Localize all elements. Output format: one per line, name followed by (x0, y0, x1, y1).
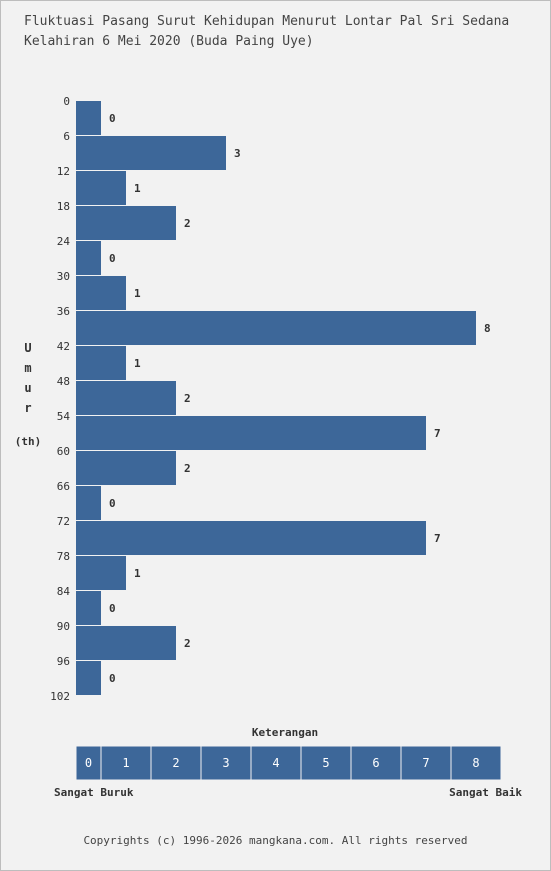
legend-cell-label-3: 3 (222, 756, 229, 770)
bar-value-label-1: 3 (234, 147, 241, 160)
legend-cell-label-8: 8 (472, 756, 479, 770)
bar-16 (76, 661, 101, 695)
legend-title: Keterangan (252, 726, 318, 739)
y-tick-label-1: 6 (63, 130, 70, 143)
y-tick-label-0: 0 (63, 95, 70, 108)
y-tick-label-7: 42 (57, 340, 70, 353)
bar-value-label-2: 1 (134, 182, 141, 195)
y-tick-label-13: 78 (57, 550, 70, 563)
legend-cell-3 (200, 745, 252, 781)
bar-4 (76, 241, 101, 275)
bar-value-label-12: 7 (434, 532, 441, 545)
legend-cell-label-2: 2 (172, 756, 179, 770)
bar-value-label-6: 8 (484, 322, 491, 335)
bar-value-label-14: 0 (109, 602, 116, 615)
bar-1 (76, 136, 226, 170)
y-tick-label-11: 66 (57, 480, 70, 493)
bar-value-label-3: 2 (184, 217, 191, 230)
bar-13 (76, 556, 126, 590)
bar-value-label-8: 2 (184, 392, 191, 405)
bar-value-label-15: 2 (184, 637, 191, 650)
legend-cell-8 (450, 745, 502, 781)
bar-value-label-9: 7 (434, 427, 441, 440)
legend-cell-label-4: 4 (272, 756, 279, 770)
legend-cell-6 (350, 745, 402, 781)
y-tick-label-10: 60 (57, 445, 70, 458)
bar-3 (76, 206, 176, 240)
y-tick-label-2: 12 (57, 165, 70, 178)
y-tick-label-9: 54 (57, 410, 71, 423)
legend-cell-4 (250, 745, 302, 781)
y-axis-label-char-0: U (24, 341, 31, 355)
bar-value-label-7: 1 (134, 357, 141, 370)
bar-value-label-13: 1 (134, 567, 141, 580)
bar-14 (76, 591, 101, 625)
y-axis-label-char-3: r (24, 401, 31, 415)
bar-value-label-16: 0 (109, 672, 116, 685)
legend-cell-label-5: 5 (322, 756, 329, 770)
legend-cell-7 (400, 745, 452, 781)
bar-11 (76, 486, 101, 520)
bar-value-label-11: 0 (109, 497, 116, 510)
bar-8 (76, 381, 176, 415)
bar-10 (76, 451, 176, 485)
y-axis-label-char-1: m (24, 361, 31, 375)
legend-cell-2 (150, 745, 202, 781)
bar-6 (76, 311, 476, 345)
legend-left-label: Sangat Buruk (54, 786, 134, 799)
bar-12 (76, 521, 426, 555)
legend-cell-label-6: 6 (372, 756, 379, 770)
y-tick-label-5: 30 (57, 270, 70, 283)
bar-value-label-0: 0 (109, 112, 116, 125)
bar-5 (76, 276, 126, 310)
y-axis-label-unit: (th) (15, 435, 42, 448)
title-line-2: Kelahiran 6 Mei 2020 (Buda Paing Uye) (24, 34, 314, 49)
y-tick-label-15: 90 (57, 620, 70, 633)
bar-0 (76, 101, 101, 135)
bar-9 (76, 416, 426, 450)
copyright-text: Copyrights (c) 1996-2026 mangkana.com. A… (83, 834, 468, 847)
bar-7 (76, 346, 126, 380)
legend-cell-5 (300, 745, 352, 781)
legend-cell-label-0: 0 (85, 756, 92, 770)
bar-value-label-10: 2 (184, 462, 191, 475)
bar-15 (76, 626, 176, 660)
y-tick-label-8: 48 (57, 375, 70, 388)
y-tick-label-14: 84 (57, 585, 71, 598)
y-tick-label-16: 96 (57, 655, 70, 668)
y-axis-label-char-2: u (24, 381, 31, 395)
legend-right-label: Sangat Baik (449, 786, 522, 799)
bar-value-label-5: 1 (134, 287, 141, 300)
bar-value-label-4: 0 (109, 252, 116, 265)
y-tick-label-6: 36 (57, 305, 70, 318)
chart-title: Fluktuasi Pasang Surut Kehidupan Menurut… (24, 12, 509, 52)
y-tick-label-12: 72 (57, 515, 70, 528)
y-tick-label-17: 102 (50, 690, 70, 703)
title-line-1: Fluktuasi Pasang Surut Kehidupan Menurut… (24, 14, 510, 29)
legend-cell-1 (100, 745, 152, 781)
legend-cell-label-7: 7 (422, 756, 429, 770)
y-tick-label-3: 18 (57, 200, 70, 213)
bar-2 (76, 171, 126, 205)
legend-cell-label-1: 1 (122, 756, 129, 770)
y-tick-label-4: 24 (57, 235, 71, 248)
